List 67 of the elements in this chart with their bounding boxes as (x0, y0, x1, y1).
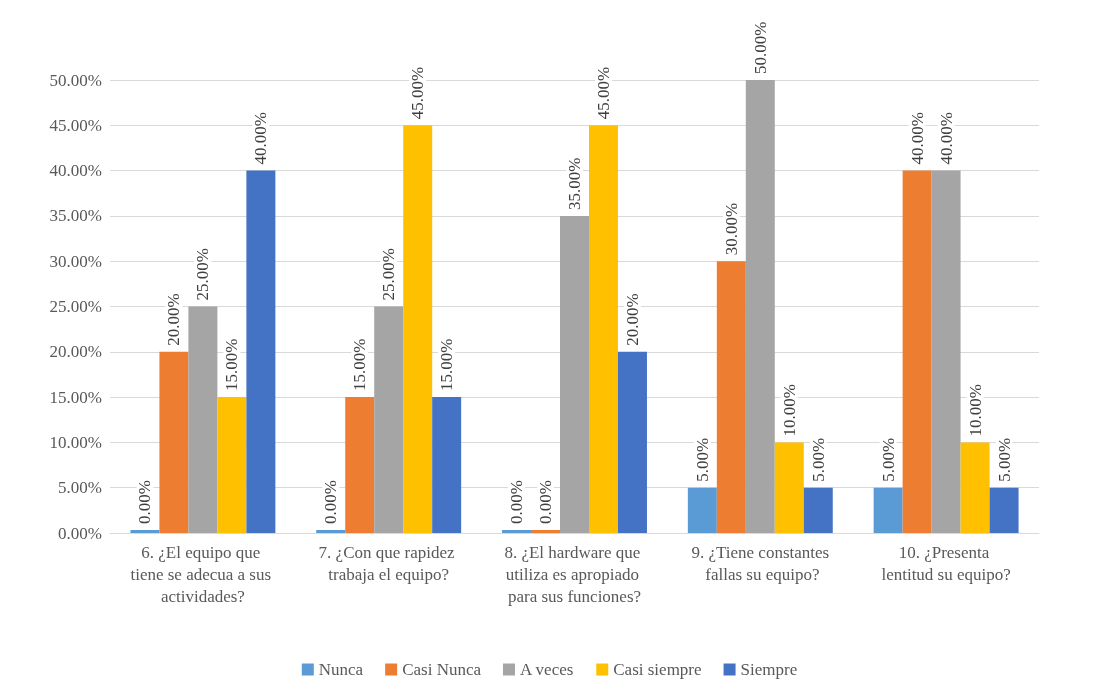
y-tick-label: 5.00% (58, 478, 102, 498)
legend-label: Nunca (318, 660, 364, 679)
data-label: 45.00% (408, 66, 428, 120)
bar (345, 397, 375, 533)
bar (873, 487, 903, 533)
data-label: 0.00% (536, 480, 556, 524)
bar (403, 125, 433, 533)
data-label: 5.00% (878, 437, 898, 482)
data-label: 40.00% (907, 112, 927, 165)
y-tick-label: 30.00% (49, 251, 102, 271)
data-label: 5.00% (808, 437, 828, 482)
bar (217, 397, 247, 533)
x-tick-label: 6. ¿El equipo que tiene se adecua a sus actividades? (130, 542, 276, 606)
data-label: 20.00% (164, 293, 184, 346)
data-label: 5.00% (994, 437, 1014, 482)
data-label: 5.00% (692, 437, 712, 482)
data-label: 25.00% (193, 248, 213, 301)
data-label: 15.00% (350, 338, 370, 392)
data-label: 35.00% (565, 157, 584, 210)
data-label: 50.00% (750, 21, 770, 74)
bar (687, 487, 717, 533)
bar (560, 215, 589, 533)
bar (617, 351, 647, 533)
y-tick-label: 25.00% (49, 297, 102, 316)
data-label: 0.00% (321, 480, 341, 524)
x-tick-label: 7. ¿Con que rapidez trabaja el equipo? (318, 542, 459, 584)
y-tick-label: 45.00% (49, 115, 102, 135)
data-label: 40.00% (251, 112, 271, 165)
bar (374, 306, 404, 533)
bar (774, 442, 804, 533)
y-tick-label: 50.00% (49, 70, 102, 90)
data-label: 0.00% (135, 480, 155, 524)
bar (745, 80, 775, 533)
bar (432, 397, 462, 533)
y-tick-label: 0.00% (58, 523, 102, 543)
bar (588, 125, 618, 533)
legend-label: Casi siempre (613, 660, 702, 679)
bar (716, 261, 746, 533)
bar (246, 170, 276, 533)
legend-label: Siempre (740, 660, 798, 679)
legend-label: Casi Nunca (402, 660, 482, 679)
data-label: 0.00% (507, 480, 527, 524)
y-tick-label: 40.00% (49, 161, 102, 181)
bar (159, 351, 189, 533)
bar (188, 306, 218, 533)
data-label: 10.00% (965, 383, 985, 437)
x-tick-label: 8. ¿El hardware que utiliza es apropiado para sus funciones? (504, 542, 645, 606)
data-label: 45.00% (593, 66, 613, 120)
bar (902, 170, 932, 533)
y-tick-label: 10.00% (49, 432, 102, 452)
data-label: 15.00% (437, 338, 457, 392)
bar (960, 442, 990, 533)
data-label: 25.00% (379, 248, 399, 301)
y-tick-label: 35.00% (49, 206, 102, 226)
bar (931, 170, 961, 533)
x-tick-label: 10. ¿Presenta lentitud su equipo? (881, 542, 1011, 584)
x-tick-label: 9. ¿Tiene constantes fallas su equipo? (691, 542, 830, 584)
data-label: 10.00% (779, 383, 799, 437)
y-tick-label: 15.00% (49, 387, 102, 407)
y-tick-label: 20.00% (49, 342, 102, 362)
data-label: 40.00% (936, 112, 956, 165)
bar (989, 487, 1019, 533)
data-label: 30.00% (721, 202, 741, 256)
data-label: 20.00% (622, 293, 642, 346)
data-label: 15.00% (222, 338, 242, 392)
bar (803, 487, 833, 533)
legend-label: A veces (519, 660, 574, 679)
